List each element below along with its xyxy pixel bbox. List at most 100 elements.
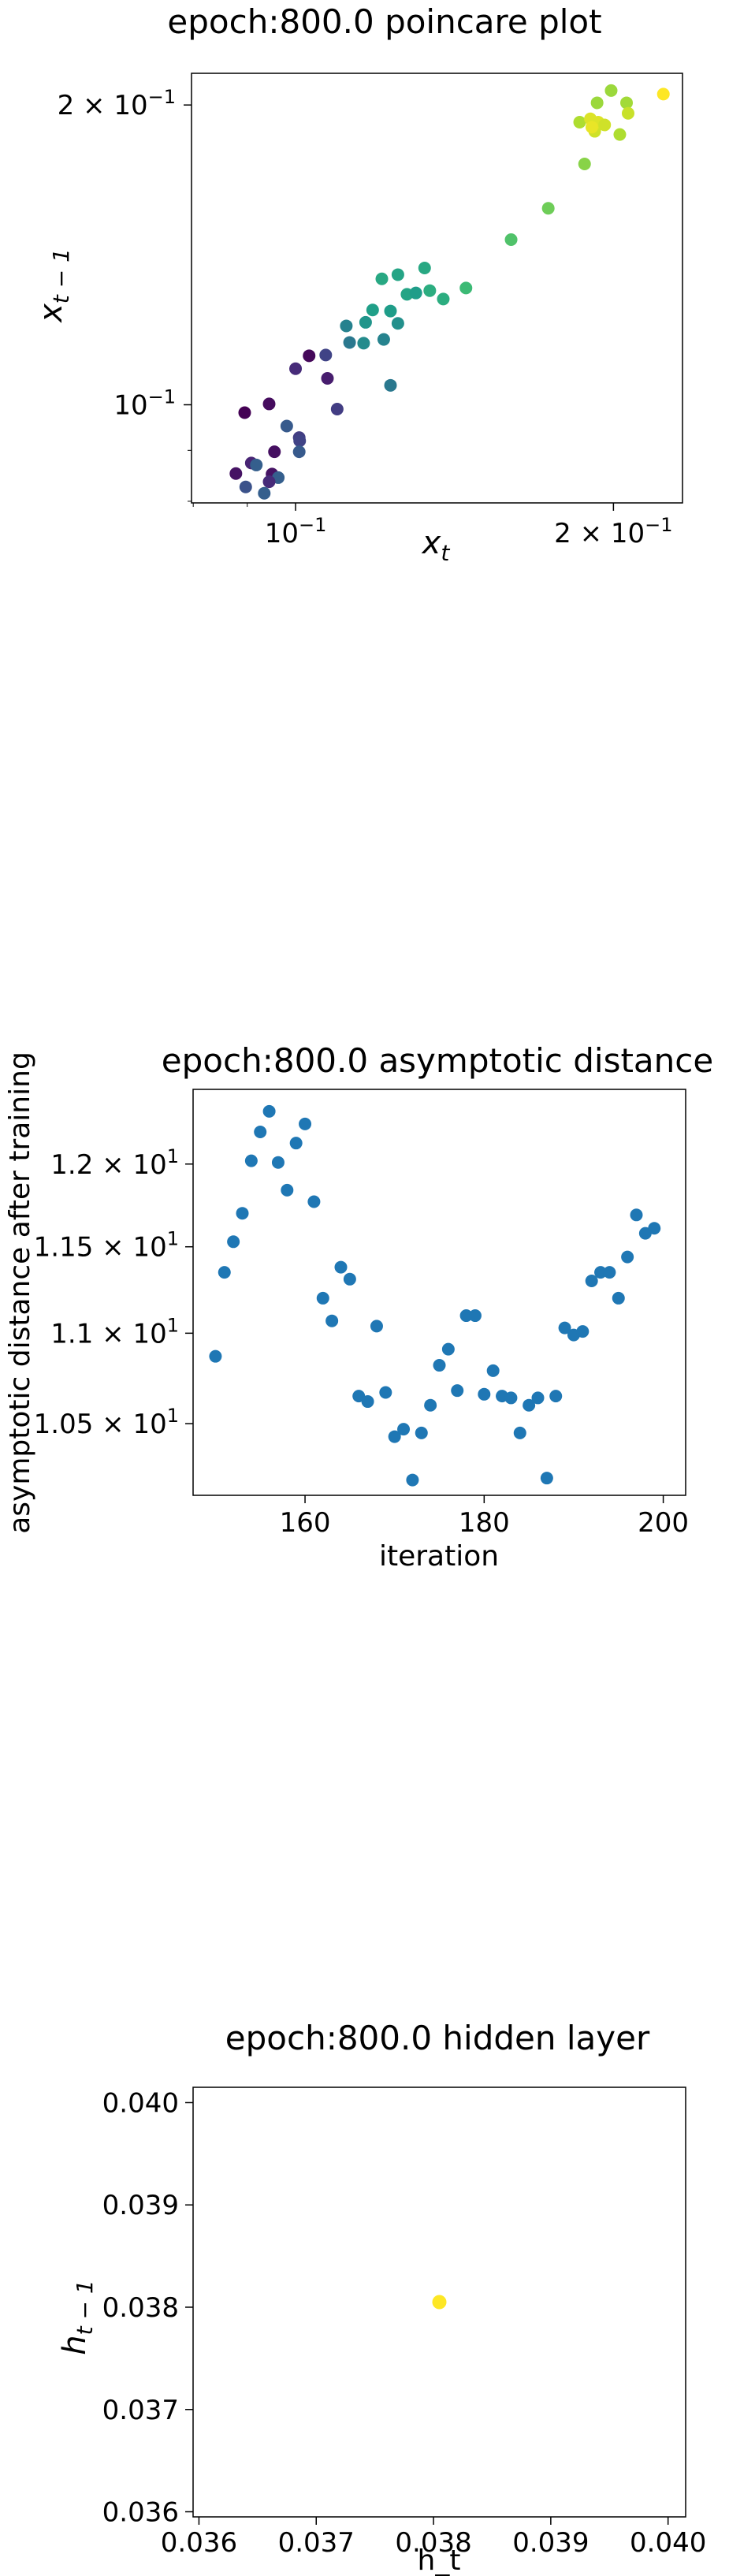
scatter-point [415, 1426, 428, 1439]
scatter-point [299, 1117, 312, 1130]
chart-title: epoch:800.0 poincare plot [167, 2, 601, 41]
scatter-point [598, 118, 612, 132]
scatter-point [441, 1342, 455, 1356]
scatter-point [459, 281, 473, 295]
scatter-point [384, 378, 397, 392]
scatter-point [229, 467, 243, 480]
scatter-point [258, 486, 271, 500]
scatter-point [236, 1207, 249, 1220]
scatter-point [391, 268, 404, 281]
scatter-point [590, 96, 604, 110]
scatter-point [613, 128, 627, 141]
scatter-point [424, 1398, 437, 1412]
scatter-point [334, 1260, 348, 1274]
x-tick-label: 0.038 [395, 2527, 471, 2559]
scatter-point [375, 272, 389, 285]
scatter-points [209, 1104, 661, 1487]
scatter-point [621, 1250, 634, 1264]
scatter-point [397, 1423, 411, 1436]
scatter-point [250, 458, 263, 471]
x-tick-label: 180 [459, 1507, 510, 1539]
scatter-point [478, 1387, 491, 1401]
y-tick-label: 0.036 [102, 2497, 179, 2529]
scatter-point [573, 116, 586, 129]
chart-hidden-layer: epoch:800.0 hidden layer 0.036 0.037 0.038… [57, 2019, 706, 2576]
scatter-point [262, 475, 276, 489]
scatter-point [340, 319, 353, 333]
axis-ticks: 10−1 2 × 10−1 10−1 2 × 10−1 [58, 86, 673, 549]
scatter-point [388, 1430, 401, 1443]
y-tick-label: 0.038 [102, 2292, 179, 2324]
axis-ticks: 160 180 200 1.05 × 101 1.1 × 101 1.15 × 101 1.… [34, 1145, 689, 1539]
scatter-point [459, 1309, 473, 1323]
scatter-point [656, 87, 670, 101]
scatter-point [218, 1266, 231, 1279]
scatter-point [540, 1472, 553, 1485]
x-tick-label: 2 × 10−1 [554, 514, 672, 549]
scatter-point [359, 315, 372, 329]
scatter-point [239, 480, 252, 493]
scatter-point [316, 1291, 329, 1305]
chart-title: epoch:800.0 hidden layer [225, 2019, 650, 2057]
scatter-point [209, 1349, 222, 1363]
scatter-points [432, 2295, 447, 2310]
scatter-point [370, 1320, 383, 1333]
y-tick-label: 1.05 × 101 [34, 1405, 179, 1440]
chart-title: epoch:800.0 asymptotic distance [162, 1041, 713, 1080]
scatter-point [262, 1104, 276, 1118]
scatter-point [289, 1137, 303, 1150]
x-axis-label: iteration [379, 1540, 499, 1573]
scatter-point [244, 1154, 258, 1167]
scatter-point [468, 1309, 482, 1323]
scatter-point [612, 1291, 625, 1305]
scatter-point [409, 286, 422, 300]
scatter-point [418, 261, 431, 274]
axis-ticks: 0.036 0.037 0.038 0.039 0.040 0.036 0.037 0.038… [102, 2087, 707, 2559]
scatter-points [229, 84, 670, 500]
y-tick-label: 10−1 [113, 386, 176, 422]
x-tick-label: 0.039 [512, 2527, 589, 2559]
scatter-point [238, 406, 251, 419]
scatter-point [307, 1195, 321, 1208]
plot-frame [192, 1089, 686, 1496]
scatter-point [433, 1359, 446, 1372]
x-tick-label: 0.037 [278, 2527, 355, 2559]
scatter-point [343, 1272, 356, 1286]
y-axis-label: asymptotic distance after training [4, 1052, 36, 1534]
scatter-point [648, 1222, 661, 1235]
chart-asymptotic-distance: epoch:800.0 asymptotic distance 160 180 20… [4, 1041, 713, 1573]
scatter-point [379, 1386, 392, 1399]
scatter-point [630, 1208, 643, 1222]
scatter-point [437, 292, 450, 306]
scatter-point [604, 84, 618, 97]
chart-poincare: epoch:800.0 poincare plot 10−1 2 × 10−1 10… [33, 2, 683, 566]
scatter-point [531, 1391, 545, 1405]
y-tick-label: 1.1 × 101 [50, 1314, 179, 1349]
scatter-point [432, 2295, 447, 2310]
plot-frame [192, 2086, 686, 2518]
scatter-point [558, 1321, 571, 1335]
scatter-point [451, 1384, 464, 1398]
y-tick-label: 1.2 × 101 [50, 1145, 179, 1181]
scatter-point [271, 1156, 285, 1169]
x-axis-label: h_t [418, 2544, 461, 2576]
scatter-point [280, 419, 293, 433]
y-axis-label: ht − 1 [57, 2280, 98, 2355]
scatter-point [549, 1390, 563, 1403]
x-tick-label: 10−1 [265, 514, 327, 549]
plot-frame [191, 73, 683, 504]
scatter-point [576, 1325, 590, 1338]
scatter-point [319, 348, 333, 362]
x-tick-label: 160 [280, 1507, 331, 1539]
y-tick-label: 0.037 [102, 2395, 179, 2426]
y-tick-label: 0.040 [102, 2087, 179, 2119]
y-tick-label: 0.039 [102, 2190, 179, 2221]
scatter-point [523, 1398, 536, 1412]
y-tick-label: 1.15 × 101 [34, 1228, 179, 1264]
scatter-point [330, 403, 344, 416]
scatter-point [321, 371, 334, 385]
scatter-point [293, 434, 307, 448]
scatter-point [423, 284, 437, 297]
x-tick-label: 0.040 [630, 2527, 706, 2559]
